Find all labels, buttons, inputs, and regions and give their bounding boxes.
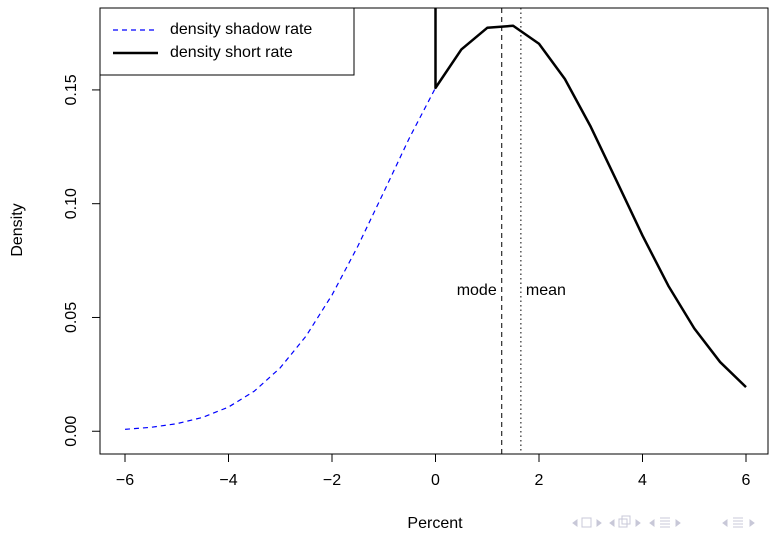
x-tick-label: 0 — [431, 472, 440, 489]
series-line — [124, 87, 437, 430]
x-tick-label: −2 — [323, 472, 341, 489]
y-tick-label: 0.15 — [63, 74, 80, 105]
x-tick-label: 6 — [742, 472, 751, 489]
y-tick-label: 0.05 — [63, 302, 80, 333]
y-tick-label: 0.00 — [63, 416, 80, 447]
reference-label: mode — [457, 282, 497, 299]
legend: density shadow rate density short rate — [99, 7, 355, 76]
plot-area — [124, 8, 747, 454]
x-axis-label: Percent — [407, 515, 463, 532]
y-axis-label: Density — [9, 203, 26, 256]
y-tick-label: 0.10 — [63, 188, 80, 219]
legend-label: density shadow rate — [170, 21, 312, 38]
x-tick-label: 2 — [535, 472, 544, 489]
x-tick-label: 4 — [638, 472, 647, 489]
navigation-symbols — [572, 515, 755, 528]
x-tick-label: −4 — [219, 472, 237, 489]
x-tick-label: −6 — [116, 472, 134, 489]
reference-label: mean — [526, 282, 566, 299]
legend-box — [99, 7, 355, 76]
legend-label: density short rate — [170, 44, 293, 61]
plot-box — [99, 7, 769, 455]
series-line — [434, 8, 747, 388]
